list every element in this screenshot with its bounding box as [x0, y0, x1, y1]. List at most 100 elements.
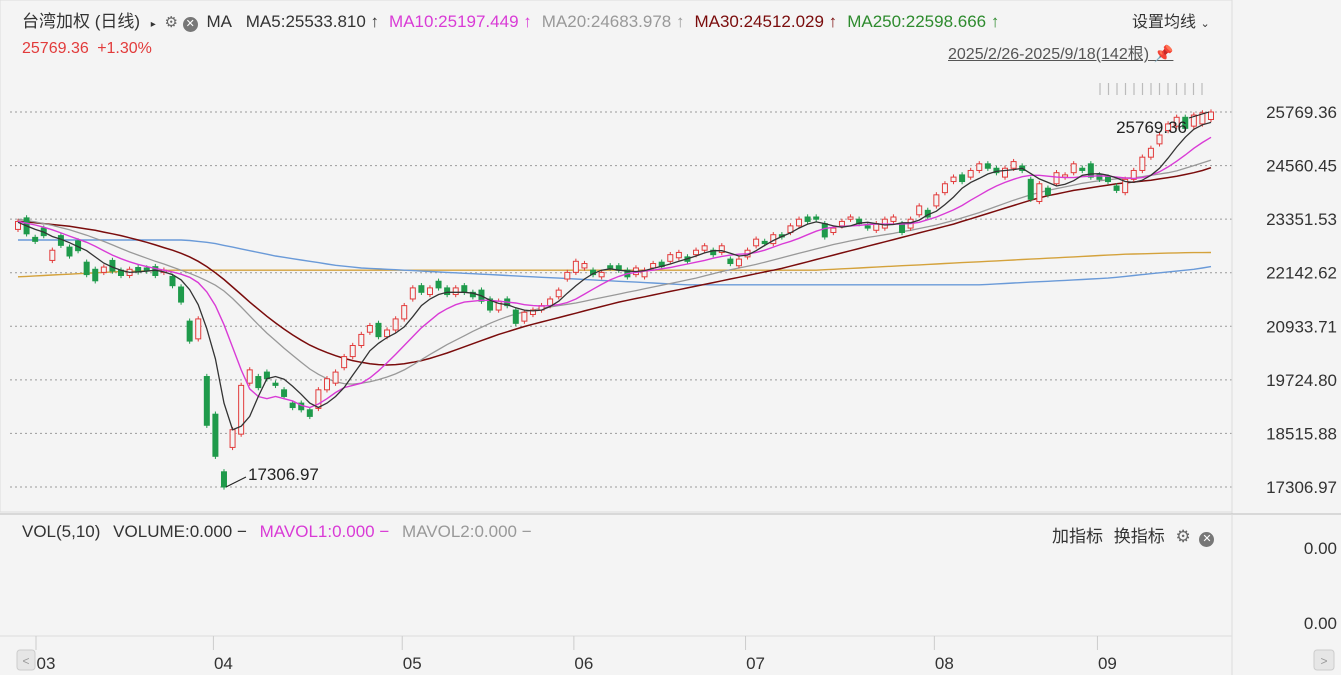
scroll-right-button[interactable] — [1313, 649, 1335, 671]
candle-body — [1156, 134, 1163, 145]
candle-body — [607, 265, 614, 269]
candle-body — [830, 227, 837, 234]
candle-body — [229, 429, 236, 448]
candle-body — [392, 318, 399, 331]
candle-body — [384, 329, 391, 338]
candle-body — [916, 205, 923, 216]
candle-body — [555, 289, 562, 298]
x-tick-label: 09 — [1098, 654, 1117, 673]
candle-body — [246, 369, 253, 384]
ma30-path — [17, 166, 1212, 366]
ma-value-2: MA20:24683.978 ↑ — [541, 12, 685, 31]
ma-settings-label: 设置均线 — [1132, 14, 1197, 31]
candle-body — [1105, 176, 1112, 183]
candle-body — [444, 287, 451, 296]
ma250-line — [17, 251, 1212, 278]
candle-body — [83, 261, 90, 276]
candle-body — [375, 322, 382, 338]
x-tick-label: 03 — [37, 654, 56, 673]
candle-body — [1096, 174, 1103, 180]
candle-body — [1208, 111, 1214, 121]
candle-body — [864, 225, 871, 229]
ma-settings-button[interactable]: 设置均线 ⌄ — [1132, 8, 1210, 32]
candle-body — [993, 167, 1000, 174]
x-axis: 03 04 05 06 07 08 09 — [35, 636, 1117, 673]
gear-icon[interactable]: ⚙ — [164, 14, 178, 31]
mablue-path — [18, 239, 1212, 286]
candle-body — [890, 216, 897, 222]
ma10-line — [17, 136, 1212, 409]
candle-body — [821, 223, 828, 238]
x-tick-label: 04 — [214, 654, 233, 673]
ma20-line — [17, 159, 1212, 385]
volume-actions: 加指标 换指标 ⚙ ✕ — [1052, 522, 1215, 547]
price-line: 25769.36 +1.30% — [22, 40, 152, 58]
candle-body — [195, 318, 202, 340]
price-change: +1.30% — [97, 40, 152, 57]
vol-tick-top: 0.00 — [1304, 539, 1337, 558]
candle-body — [306, 409, 313, 417]
candle-body — [838, 220, 845, 227]
candle-body — [1130, 169, 1137, 180]
ma-value-3: MA30:24512.029 ↑ — [694, 12, 838, 31]
candle-body — [435, 280, 442, 289]
candle-body — [941, 183, 948, 194]
mavol1-dash: − — [379, 522, 390, 541]
ma-value-0: MA5:25533.810 ↑ — [245, 12, 380, 31]
candle-body — [1173, 116, 1180, 127]
candle-body — [933, 194, 940, 207]
candle-body — [255, 376, 262, 389]
candle-body — [1010, 161, 1017, 169]
candle-body — [169, 275, 176, 287]
candle-body — [813, 216, 820, 220]
mavol1-value: MAVOL1:0.000 — [259, 522, 375, 541]
switch-indicator-button[interactable]: 换指标 — [1113, 527, 1165, 546]
chart-header: 台湾加权 (日线) ▸ ⚙ ✕ MA MA5:25533.810 ↑ MA10:2… — [22, 7, 999, 32]
candle-body — [1165, 123, 1172, 132]
chevron-left-icon: < — [22, 654, 29, 668]
candle-body — [401, 305, 408, 320]
ma-value-4: MA250:22598.666 ↑ — [847, 12, 1000, 31]
candle-body — [572, 260, 579, 273]
candle-body — [753, 238, 760, 247]
candle-body — [1087, 163, 1094, 178]
date-range-label: 2025/2/26-2025/9/18(142根) — [948, 46, 1150, 63]
y-tick-label: 23351.53 — [1266, 210, 1337, 229]
add-indicator-button[interactable]: 加指标 — [1052, 527, 1103, 546]
candle-body — [547, 298, 554, 307]
candle-body — [761, 240, 768, 245]
candle-body — [598, 271, 605, 278]
gear-icon[interactable]: ⚙ — [1175, 527, 1191, 546]
candle-body — [1027, 178, 1034, 200]
vol-title: VOL(5,10) — [22, 522, 101, 541]
date-range[interactable]: 2025/2/26-2025/9/18(142根) 📌 — [948, 40, 1173, 64]
candle-body — [804, 216, 811, 222]
candle-body — [349, 345, 356, 358]
candle-body — [32, 236, 39, 242]
candle-body — [418, 285, 425, 293]
candle-body — [358, 333, 365, 347]
title-dropdown-icon[interactable]: ▸ — [150, 19, 156, 30]
scroll-left-button[interactable] — [16, 649, 36, 671]
y-tick-label: 25769.36 — [1266, 103, 1337, 122]
candle-body — [984, 163, 991, 169]
x-tick-label: 05 — [403, 654, 422, 673]
vol-value: VOLUME:0.000 — [113, 522, 233, 541]
vol-tick-bottom: 0.00 — [1304, 614, 1337, 633]
candle-body — [1053, 172, 1060, 185]
candle-body — [847, 216, 854, 220]
low-annotation-arrow — [225, 476, 247, 488]
ma5-path — [17, 121, 1212, 431]
close-icon[interactable]: ✕ — [1199, 532, 1215, 547]
candle-body — [967, 169, 974, 178]
candle-body — [1044, 187, 1051, 196]
candle-body — [49, 249, 56, 261]
candle-body — [186, 320, 193, 342]
candle-body — [1113, 185, 1120, 191]
pin-icon[interactable]: 📌 — [1153, 46, 1174, 63]
candle-body — [564, 271, 571, 280]
candle-body — [950, 176, 957, 183]
close-icon[interactable]: ✕ — [182, 17, 198, 32]
x-tick-label: 06 — [574, 654, 593, 673]
